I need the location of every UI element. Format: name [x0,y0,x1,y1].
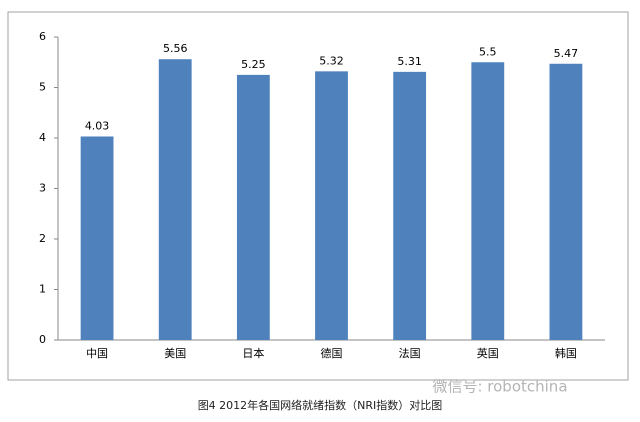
y-tick-label: 5 [39,81,46,94]
x-tick-label: 日本 [242,346,264,360]
x-tick-label: 英国 [477,346,499,360]
data-label: 5.31 [397,55,422,68]
data-label: 5.25 [241,58,266,71]
bar [315,71,348,340]
data-label: 5.32 [319,54,344,67]
bar [393,71,427,340]
bar [471,62,505,340]
x-tick-label: 中国 [86,347,108,360]
x-tick-label: 美国 [164,347,186,360]
data-label: 4.03 [85,119,110,132]
bar [549,63,583,340]
bar [158,59,192,340]
y-tick-label: 1 [39,283,46,296]
x-tick-label: 韩国 [555,346,577,360]
bar [236,74,270,340]
y-tick-label: 0 [39,333,46,346]
y-tick-label: 3 [39,182,46,195]
x-tick-label: 法国 [399,346,421,360]
y-tick-label: 6 [39,30,46,43]
y-tick-label: 4 [39,131,46,144]
data-label: 5.47 [554,47,579,60]
y-tick-label: 2 [39,232,46,245]
chart-title: 图4 2012年各国网络就绪指数（NRI指数）对比图 [198,398,443,412]
data-label: 5.5 [479,45,497,58]
bar [80,136,114,340]
watermark: 微信号: robotchina [432,378,567,396]
x-tick-label: 德国 [321,346,343,360]
data-label: 5.56 [163,42,188,55]
